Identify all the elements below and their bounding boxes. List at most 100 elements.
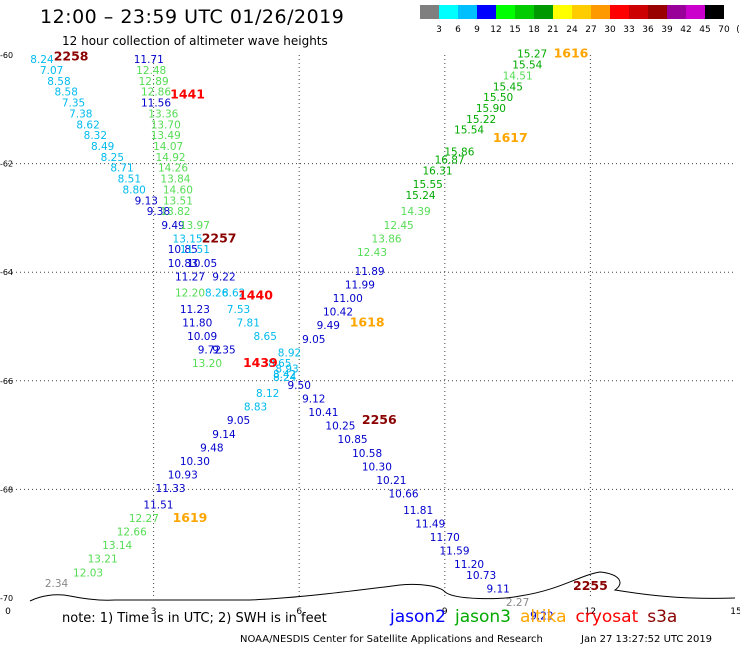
swh-value-label: 13.84 (160, 174, 190, 186)
legend-item-jason2: jason2 (390, 607, 446, 627)
y-tick-label: -64 (0, 268, 13, 277)
satellite-legend: jason2 jason3 altika cryosat s3a (390, 607, 686, 627)
swh-value-label: 15.54 (512, 60, 542, 72)
y-tick-label: -62 (0, 160, 13, 169)
swh-value-label: 13.36 (148, 108, 178, 120)
pass-time-label: 2258 (54, 48, 89, 63)
swh-value-label: 11.27 (175, 271, 205, 283)
swh-value-label: 9.12 (302, 394, 325, 406)
swh-value-label: 10.21 (376, 475, 406, 487)
swh-value-label: 8.32 (84, 130, 107, 142)
pass-time-label: 1618 (350, 315, 385, 330)
swh-value-label: 2.34 (45, 578, 69, 590)
swh-value-label: 16.87 (435, 155, 465, 167)
swh-value-label: 10.66 (389, 489, 419, 501)
color-scale-label: (ft) (736, 25, 740, 35)
swh-value-label: 7.81 (237, 318, 260, 330)
swh-value-label: 8.80 (122, 184, 145, 196)
x-tick-label: 6 (296, 607, 302, 617)
swh-value-label: 14.60 (163, 184, 193, 196)
swh-value-label: 8.24 (273, 372, 297, 384)
swh-value-label: 13.14 (102, 540, 132, 552)
swh-value-label: 16.31 (422, 165, 452, 177)
swh-value-label: 10.73 (466, 570, 496, 582)
swh-value-label: 11.80 (182, 318, 212, 330)
swh-value-label: 9.35 (212, 345, 235, 357)
swh-value-label: 8.92 (278, 347, 301, 359)
footnote: note: 1) Time is in UTC; 2) SWH is in fe… (62, 611, 327, 626)
color-scale-swatch (477, 5, 496, 19)
color-scale-swatch (610, 5, 629, 19)
swh-value-label: 10.30 (362, 461, 392, 473)
color-scale-label: 39 (661, 25, 673, 35)
swh-value-label: 15.90 (476, 103, 506, 115)
swh-value-label: 14.07 (153, 141, 183, 153)
swh-value-label: 11.99 (345, 279, 375, 291)
swh-value-label: 10.85 (338, 434, 368, 446)
swh-value-label: 8.49 (91, 141, 114, 153)
pass-time-label: 1439 (243, 355, 278, 370)
swh-value-label: 8.24 (30, 54, 54, 66)
swh-value-label: 14.92 (156, 152, 186, 164)
swh-value-label: 15.54 (454, 125, 484, 137)
swh-value-label: 10.25 (325, 421, 355, 433)
swh-value-label: 10.58 (352, 448, 382, 460)
swh-value-label: 9.05 (302, 334, 325, 346)
pass-time-label: 2256 (362, 412, 397, 427)
swh-value-label: 12.03 (73, 567, 103, 579)
swh-value-label: 13.86 (372, 233, 402, 245)
swh-value-label: 7.35 (62, 98, 85, 110)
color-scale-label: 42 (680, 25, 692, 35)
pass-time-label: 1617 (493, 130, 528, 145)
swh-value-label: 10.42 (323, 307, 353, 319)
swh-value-label: 14.26 (158, 163, 188, 175)
pass-time-label: 2255 (573, 578, 608, 593)
swh-value-label: 13.49 (151, 130, 181, 142)
swh-value-label: 2.27 (506, 597, 529, 609)
swh-value-label: 11.59 (439, 546, 469, 558)
swh-value-label: 8.93 (275, 364, 298, 376)
swh-value-label: 12.43 (357, 247, 387, 259)
color-scale-swatch (705, 5, 724, 19)
swh-value-label: 12.45 (384, 220, 414, 232)
swh-value-label: 11.81 (403, 505, 433, 517)
swh-value-label: 9.13 (135, 195, 158, 207)
data-points: 8.247.078.588.587.357.388.628.328.498.25… (30, 49, 553, 623)
swh-value-label: 8.65 (254, 331, 277, 343)
swh-value-label: 13.21 (88, 554, 118, 566)
swh-value-label: 15.55 (413, 179, 443, 191)
swh-value-label: 9.49 (317, 320, 340, 332)
swh-value-label: 9.05 (227, 415, 250, 427)
swh-value-label: 8.12 (256, 388, 279, 400)
swh-value-label: 11.23 (180, 304, 210, 316)
color-scale-swatch (667, 5, 686, 19)
swh-value-label: 9.22 (530, 611, 553, 623)
color-scale-label: 18 (528, 25, 540, 35)
y-tick-label: -66 (0, 377, 13, 386)
swh-value-label: 8.62 (76, 119, 99, 131)
y-tick-label: -68 (0, 485, 13, 494)
color-scale-label: 3 (436, 25, 442, 35)
pass-time-label: 1616 (554, 46, 589, 61)
swh-value-label: 8.25 (101, 152, 124, 164)
swh-value-label: 8.58 (47, 76, 70, 88)
color-scale-label: 33 (623, 25, 635, 35)
swh-value-label: 11.51 (143, 499, 173, 511)
swh-value-label: 11.00 (333, 293, 363, 305)
grid (8, 55, 736, 598)
swh-value-label: 13.82 (160, 206, 190, 218)
color-scale-label: 6 (455, 25, 461, 35)
axis-ticks: 0 3 6 9 12 15 -60 -62 -64 -66 -68 -70 (0, 51, 740, 617)
swh-value-label: 9.38 (147, 206, 170, 218)
swh-value-label: 9.72 (198, 345, 221, 357)
color-scale-swatch (629, 5, 648, 19)
swh-value-label: 7.07 (40, 65, 63, 77)
legend-item-s3a: s3a (647, 607, 678, 627)
swh-value-label: 10.30 (180, 456, 210, 468)
color-scale-label: 12 (490, 25, 502, 35)
pass-time-label: 1440 (238, 287, 273, 302)
swh-value-label: 8.62 (222, 288, 245, 300)
pass-time-label: 1619 (173, 510, 208, 525)
x-tick-label: 15 (730, 607, 740, 617)
